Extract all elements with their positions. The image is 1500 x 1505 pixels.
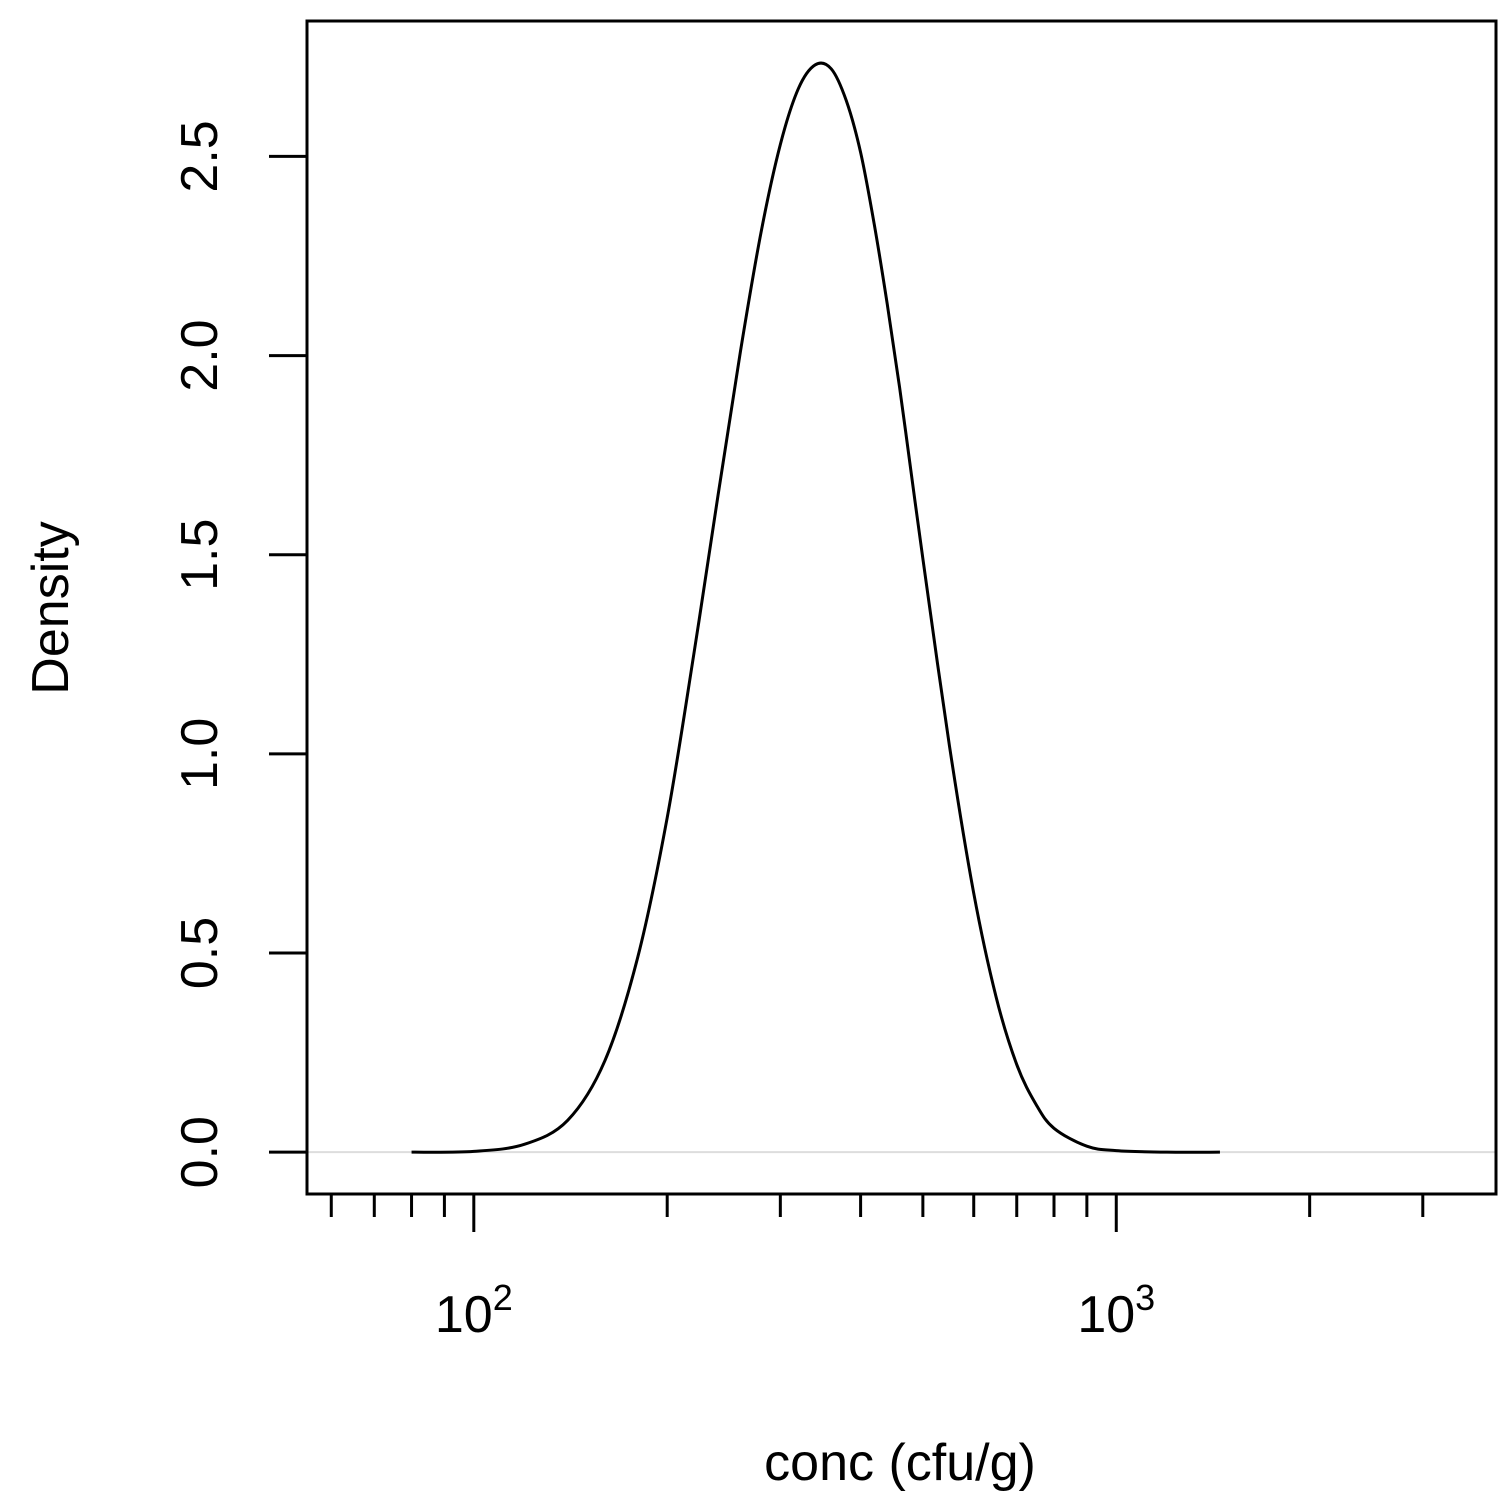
y-axis-label: Density [22,521,80,694]
y-axis: 0.0 0.5 1.0 1.5 2.0 2.5 [171,120,307,1188]
density-curve [411,61,1220,1154]
x-axis-label: conc (cfu/g) [764,1434,1036,1492]
y-tick-label-2: 1.0 [171,718,229,790]
plot-frame [305,19,1498,1196]
x-axis: 102 103 [329,1194,1425,1344]
y-tick-label-0: 0.0 [171,1116,229,1188]
y-tick-label-1: 0.5 [171,917,229,989]
x-tick-label-0: 102 [435,1277,513,1344]
y-tick-label-5: 2.5 [171,120,229,192]
y-tick-label-3: 1.5 [171,519,229,591]
x-tick-label-1: 103 [1077,1277,1155,1344]
y-tick-label-4: 2.0 [171,319,229,391]
